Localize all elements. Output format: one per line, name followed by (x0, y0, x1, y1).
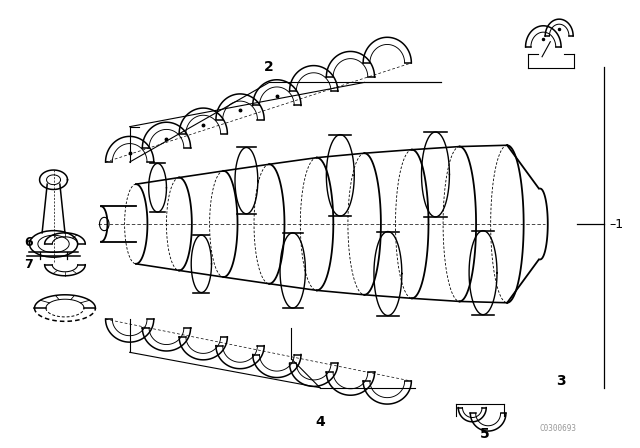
Text: 3: 3 (556, 375, 566, 388)
Text: 4: 4 (315, 415, 325, 429)
Text: C0300693: C0300693 (540, 424, 577, 433)
Text: 5: 5 (480, 426, 490, 441)
Text: –1: –1 (609, 217, 623, 231)
Text: 2: 2 (264, 60, 274, 73)
Text: 7: 7 (24, 258, 33, 271)
Text: 6: 6 (24, 236, 33, 249)
